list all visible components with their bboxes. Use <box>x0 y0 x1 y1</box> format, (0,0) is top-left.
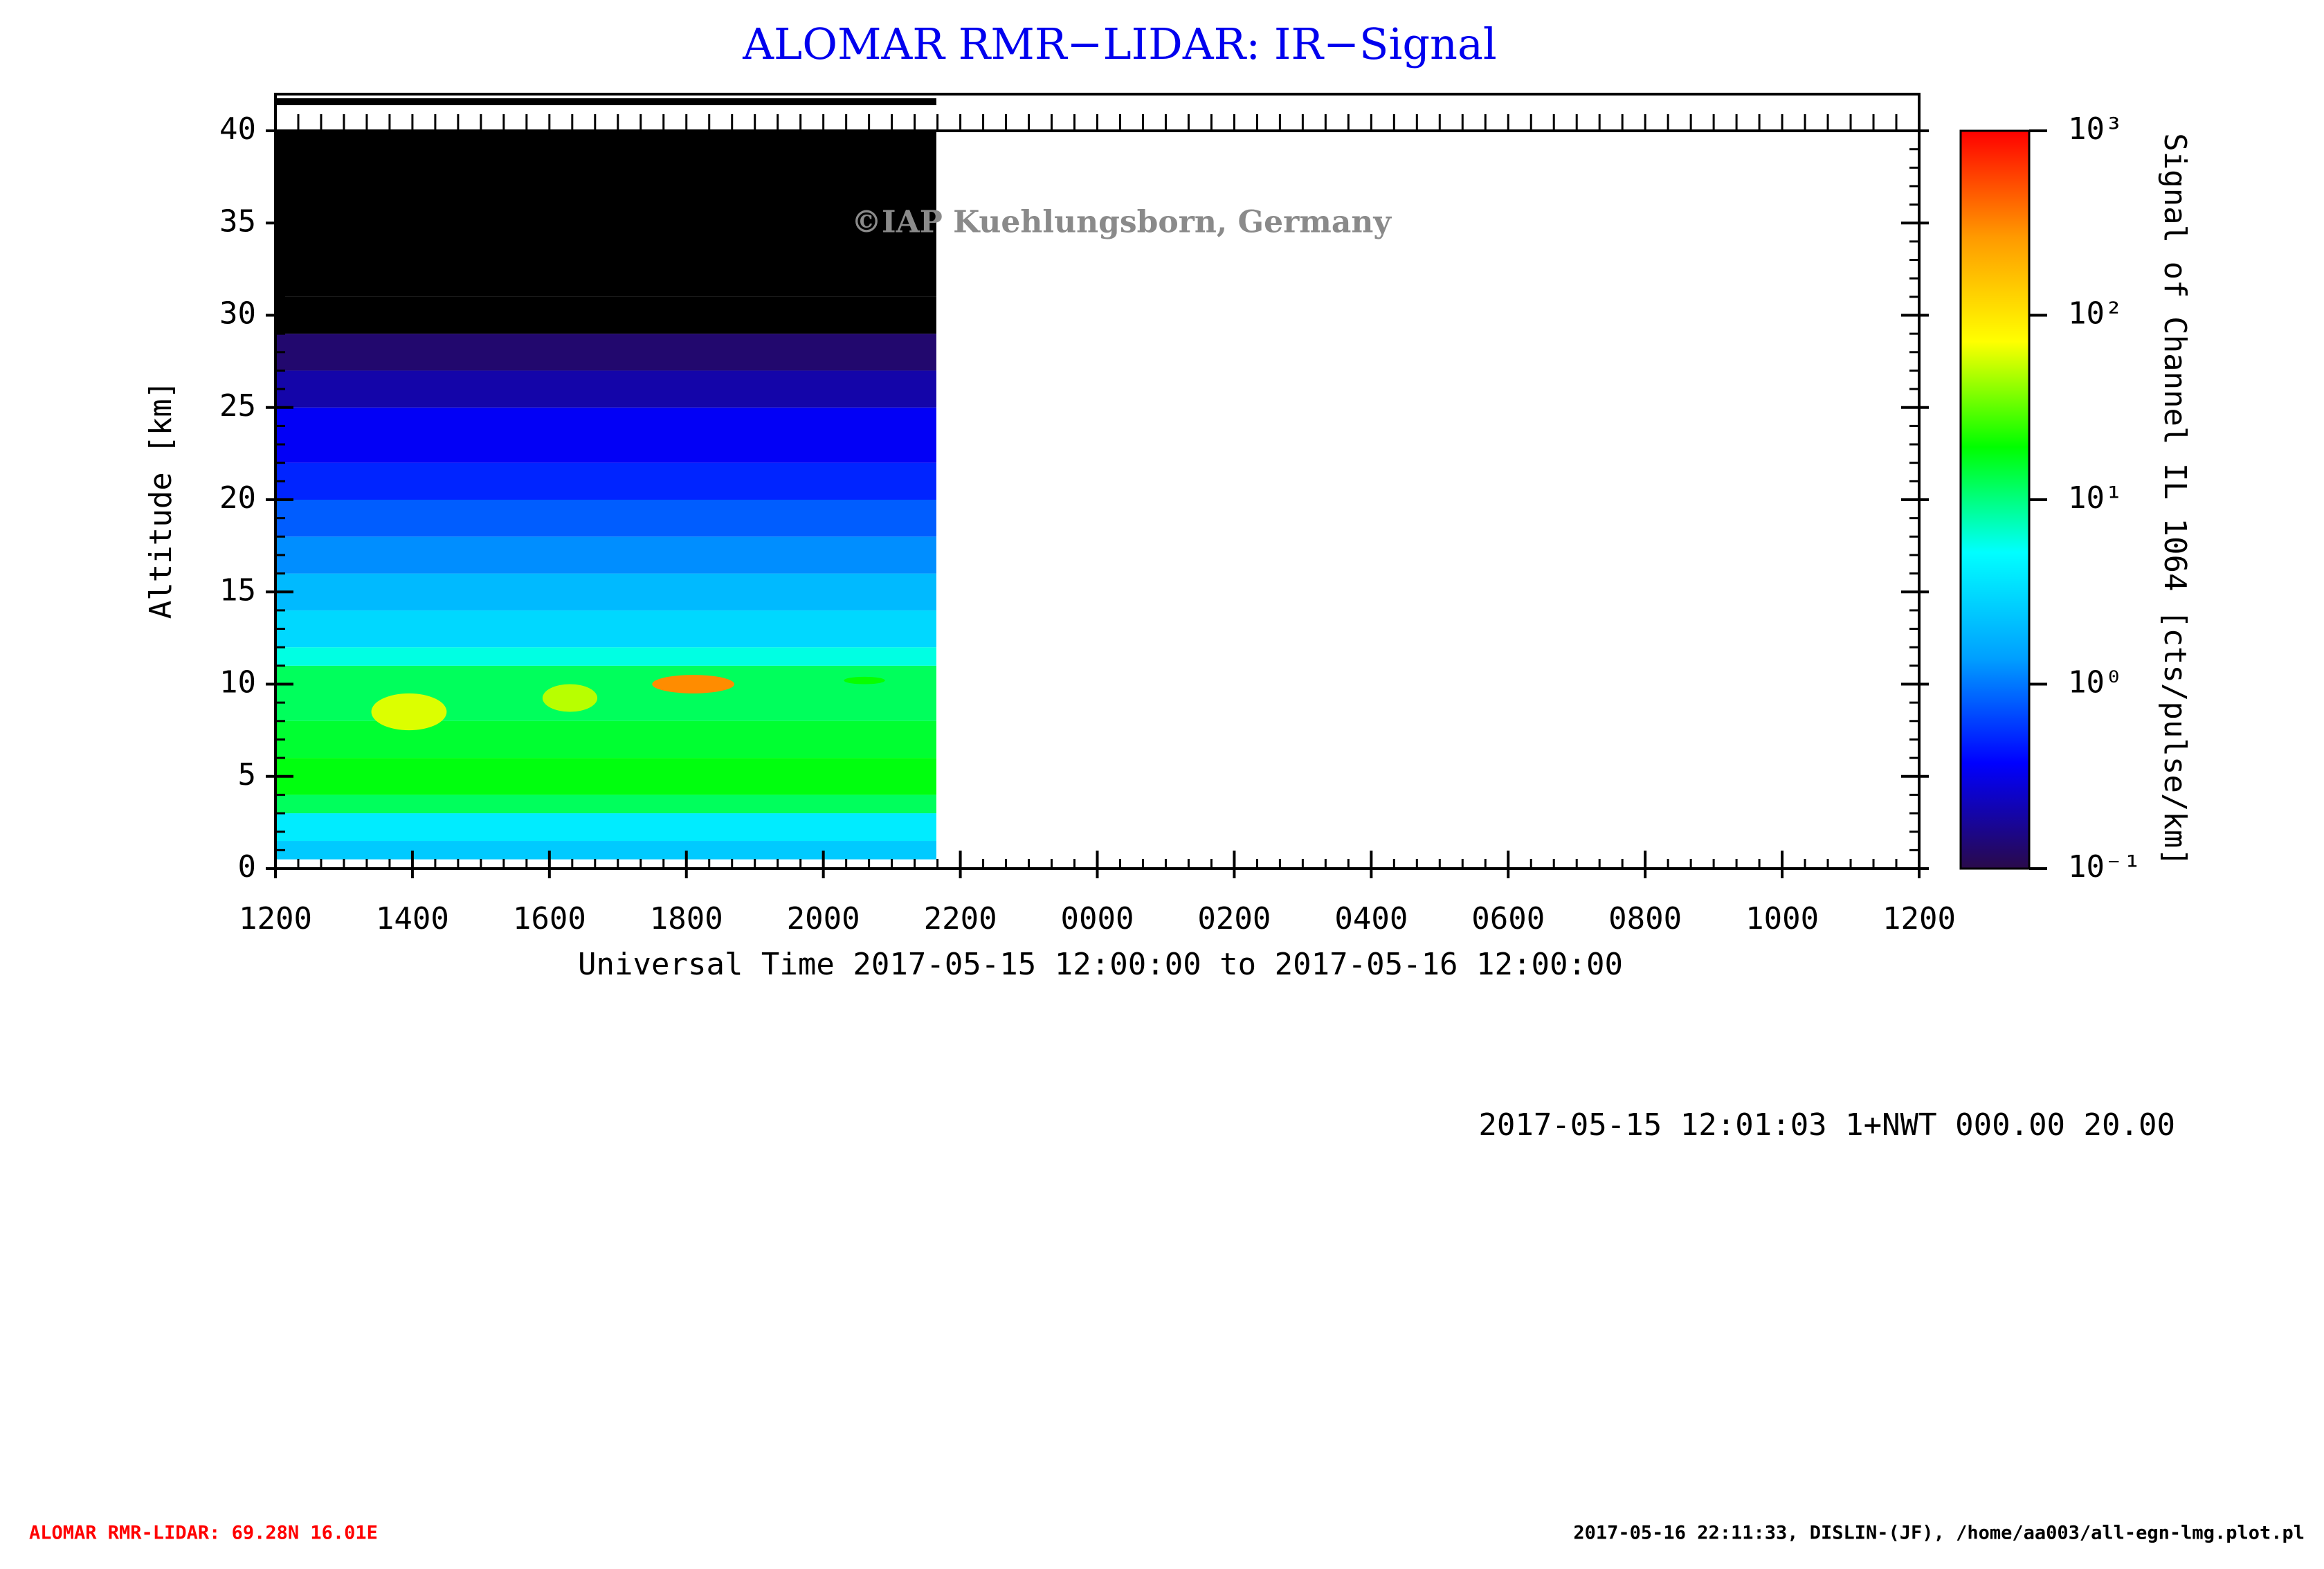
heat-cell <box>275 407 936 463</box>
y-axis-label: Altitude [km] <box>143 381 179 619</box>
x-tick-label: 0400 <box>1334 901 1408 936</box>
heat-cell <box>275 370 936 408</box>
colorbar-tick-label: 10³ <box>2068 111 2123 147</box>
y-tick-label: 5 <box>238 757 257 792</box>
x-axis-label: Universal Time 2017-05-15 12:00:00 to 20… <box>578 947 1623 982</box>
heat-cell <box>275 647 936 666</box>
heat-cell <box>275 795 936 814</box>
footer-left: ALOMAR RMR-LIDAR: 69.28N 16.01E <box>29 1523 378 1544</box>
x-tick-label: 2000 <box>787 901 860 936</box>
heat-cell <box>275 131 936 297</box>
x-tick-label: 1400 <box>376 901 449 936</box>
x-tick-label: 1200 <box>1882 901 1956 936</box>
colorbar-tick-label: 10⁰ <box>2068 665 2123 700</box>
heat-cell <box>275 720 936 759</box>
colorbar-tick-label: 10¹ <box>2068 480 2123 516</box>
x-tick-label: 1600 <box>513 901 586 936</box>
heat-cell <box>275 758 936 795</box>
coverage-bar <box>275 98 936 105</box>
y-tick-label: 10 <box>219 665 256 700</box>
y-tick-label: 25 <box>219 388 256 424</box>
colorbar-tick-label: 10⁻¹ <box>2068 849 2141 885</box>
x-tick-label: 1800 <box>650 901 723 936</box>
cloud-patch <box>844 676 885 684</box>
x-tick-label: 0600 <box>1471 901 1545 936</box>
x-tick-label: 1000 <box>1745 901 1819 936</box>
y-tick-label: 35 <box>219 203 256 239</box>
cloud-patch <box>652 675 735 693</box>
footer-right: 2017-05-16 22:11:33, DISLIN-(JF), /home/… <box>1573 1523 2305 1544</box>
x-tick-label: 0800 <box>1608 901 1682 936</box>
heat-cell <box>275 813 936 842</box>
heat-cell <box>275 500 936 537</box>
colorbar-label: Signal of Channel IL 1064 [cts/pulse/km] <box>2157 133 2193 867</box>
x-tick-label: 2200 <box>924 901 997 936</box>
x-tick-label: 0000 <box>1061 901 1134 936</box>
colorbar <box>1959 129 2031 870</box>
y-tick-label: 40 <box>219 111 256 147</box>
chart-title: ALOMAR RMR−LIDAR: IR−Signal <box>742 19 1496 69</box>
colorbar-tick-label: 10² <box>2068 296 2123 332</box>
watermark: ©IAP Kuehlungsborn, Germany <box>851 205 1392 240</box>
heat-cell <box>275 610 936 648</box>
x-tick-label: 1200 <box>239 901 312 936</box>
heat-cell <box>275 573 936 610</box>
x-tick-label: 0200 <box>1197 901 1271 936</box>
y-tick-label: 15 <box>219 572 256 608</box>
info-text: 2017-05-15 12:01:03 1+NWT 000.00 20.00 <box>1478 1107 2175 1143</box>
y-tick-label: 30 <box>219 296 256 332</box>
cloud-patch <box>542 684 598 712</box>
y-tick-label: 20 <box>219 480 256 516</box>
heat-cell <box>275 334 936 371</box>
y-tick-label: 0 <box>238 849 257 885</box>
heat-cell <box>275 462 936 500</box>
heat-cell <box>275 841 936 860</box>
heat-cell <box>275 536 936 574</box>
heat-cell <box>275 296 936 334</box>
cloud-patch <box>371 693 447 731</box>
